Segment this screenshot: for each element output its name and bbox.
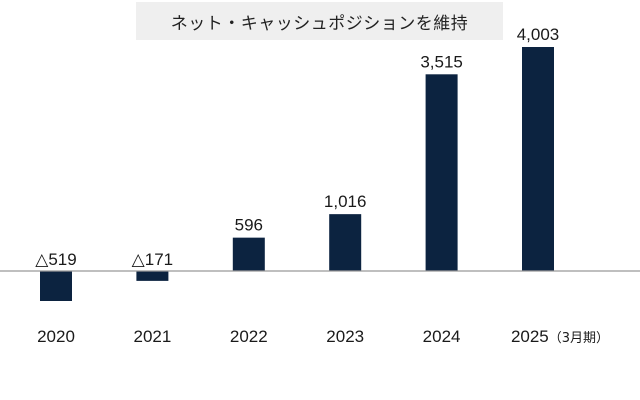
bar-2022	[232, 237, 265, 271]
chart-title: ネット・キャッシュポジションを維持	[136, 2, 503, 40]
category-label-2024: 2024	[423, 327, 461, 346]
category-label-2023: 2023	[326, 327, 364, 346]
bar-2020	[40, 271, 72, 301]
value-label-2025: 4,003	[517, 25, 560, 44]
value-label-2021: △171	[132, 250, 173, 269]
bar-2025	[522, 47, 554, 271]
bar-2024	[425, 74, 458, 271]
category-label-2021: 2021	[133, 327, 171, 346]
category-label-2022: 2022	[230, 327, 268, 346]
value-label-2020: △519	[35, 250, 76, 269]
value-label-2024: 3,515	[420, 52, 463, 71]
value-label-2023: 1,016	[324, 192, 367, 211]
category-label-2025: 2025（3月期）	[511, 327, 609, 346]
bar-2023	[329, 214, 362, 271]
category-label-2020: 2020	[37, 327, 75, 346]
bar-2021	[136, 271, 169, 281]
value-label-2022: 596	[235, 216, 263, 235]
